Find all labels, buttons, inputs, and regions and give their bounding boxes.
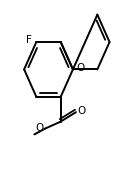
Text: F: F <box>26 35 32 45</box>
Text: O: O <box>76 63 84 73</box>
Text: O: O <box>78 106 86 116</box>
Text: O: O <box>35 122 44 133</box>
